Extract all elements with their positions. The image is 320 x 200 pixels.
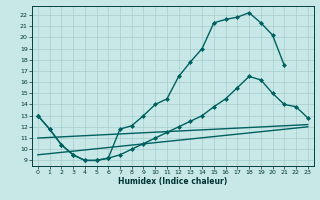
X-axis label: Humidex (Indice chaleur): Humidex (Indice chaleur) (118, 177, 228, 186)
